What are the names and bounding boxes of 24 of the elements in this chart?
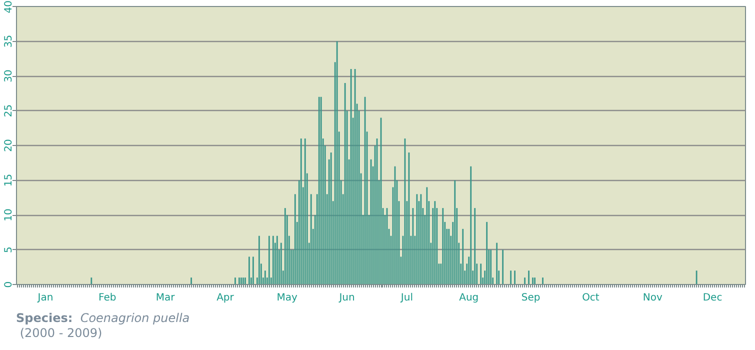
text: Coenagrion puella bbox=[80, 311, 190, 325]
y-tick-label: 10 bbox=[4, 208, 14, 222]
x-tick-label: Jul bbox=[400, 292, 414, 304]
x-tick-label: Jan bbox=[36, 292, 54, 304]
text: (2000 - 2009) bbox=[20, 326, 102, 340]
x-tick-label: Oct bbox=[582, 292, 600, 304]
text: Species: bbox=[16, 311, 73, 325]
x-tick-label: Apr bbox=[216, 292, 235, 304]
x-tick-label: Aug bbox=[459, 292, 479, 304]
y-tick-label: 35 bbox=[4, 34, 14, 48]
x-tick-label: Jun bbox=[338, 292, 355, 304]
x-tick-label: Mar bbox=[156, 292, 176, 304]
y-tick-label: 0 bbox=[4, 281, 14, 288]
x-tick-label: Nov bbox=[642, 292, 662, 304]
y-tick-label: 20 bbox=[4, 139, 14, 152]
y-tick-label: 40 bbox=[4, 0, 14, 14]
y-tick-label: 15 bbox=[4, 174, 14, 187]
x-tick-label: Dec bbox=[702, 292, 722, 304]
y-tick-label: 25 bbox=[4, 104, 14, 118]
x-tick-label: May bbox=[276, 292, 298, 304]
x-tick-label: Sep bbox=[521, 292, 540, 304]
y-tick-label: 30 bbox=[4, 70, 14, 82]
x-tick-label: Feb bbox=[98, 292, 116, 304]
y-tick-label: 5 bbox=[4, 246, 14, 253]
